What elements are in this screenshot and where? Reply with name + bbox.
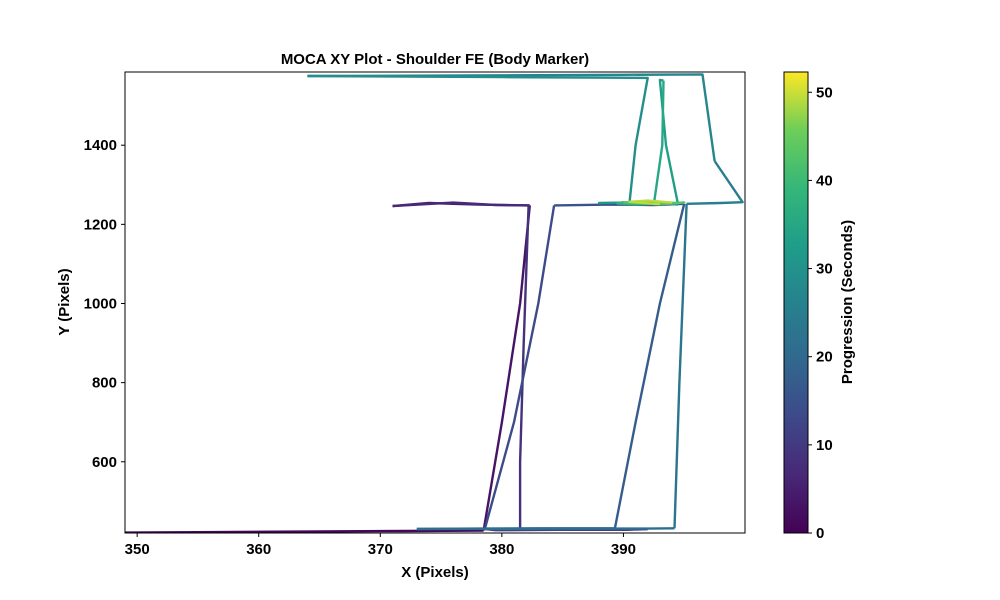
y-tick-label: 1200 — [84, 216, 117, 233]
series-line-21 — [628, 199, 673, 206]
y-axis: 600 800 1000 1200 1400 — [84, 137, 125, 471]
colorbar-axis: 0 10 20 30 40 50 — [808, 84, 833, 542]
series-layer — [125, 73, 744, 533]
x-axis-label: X (Pixels) — [401, 564, 469, 581]
x-tick-label: 390 — [611, 541, 636, 558]
colorbar-tick-label: 30 — [816, 261, 833, 278]
plot-frame — [124, 71, 746, 534]
series-line-0 — [125, 529, 484, 533]
series-line-11 — [416, 527, 675, 531]
x-tick-label: 360 — [246, 541, 271, 558]
series-line-13 — [686, 160, 744, 205]
x-axis: 350 360 370 380 390 — [125, 533, 636, 558]
series-line-1 — [482, 205, 531, 531]
series-line-14 — [307, 73, 716, 162]
colorbar-tick-label: 0 — [816, 525, 824, 542]
series-line-12 — [673, 203, 688, 529]
y-axis-label: Y (Pixels) — [56, 268, 73, 335]
colorbar-tick-label: 40 — [816, 172, 833, 189]
y-tick-label: 600 — [92, 454, 117, 471]
series-line-3 — [392, 201, 529, 208]
colorbar-tick-label: 20 — [816, 349, 833, 366]
x-tick-label: 380 — [489, 541, 514, 558]
chart-title: MOCA XY Plot - Shoulder FE (Body Marker) — [281, 51, 589, 68]
y-tick-label: 800 — [92, 375, 117, 392]
colorbar-tick-label: 50 — [816, 84, 833, 101]
series-line-18 — [652, 80, 685, 206]
colorbar — [783, 71, 809, 534]
colorbar-tick-label: 10 — [816, 437, 833, 454]
y-tick-label: 1400 — [84, 137, 117, 154]
series-line-4 — [518, 205, 530, 530]
y-tick-label: 1000 — [84, 295, 117, 312]
colorbar-label: Progression (Seconds) — [839, 220, 856, 384]
series-line-15 — [307, 74, 649, 203]
series-line-7 — [483, 205, 556, 530]
x-tick-label: 370 — [368, 541, 393, 558]
x-tick-label: 350 — [125, 541, 150, 558]
series-line-9 — [613, 203, 686, 529]
